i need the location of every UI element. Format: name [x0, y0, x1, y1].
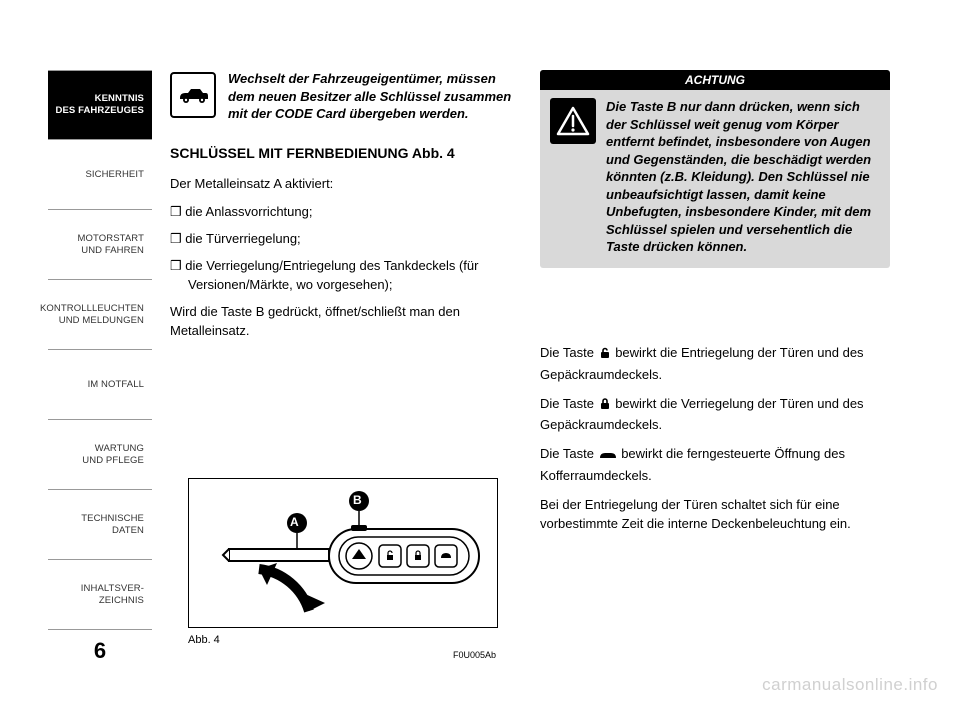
sidebar-item-inhaltsverzeichnis[interactable]: INHALTSVER- ZEICHNIS — [48, 560, 152, 630]
para-4: Bei der Entriegelung der Türen schaltet … — [540, 496, 890, 534]
left-column: Wechselt der Fahrzeugeigentümer, müssen … — [170, 70, 515, 351]
bullet-1: die Anlassvorrichtung; — [170, 203, 515, 222]
warning-triangle-icon — [550, 98, 596, 144]
figure-4: A B Abb. 4 F0U005Ab — [188, 478, 498, 646]
sidebar-label: MOTORSTART UND FAHREN — [78, 233, 144, 257]
warning-box: ACHTUNG Die Taste B nur dann drücken, we… — [540, 70, 890, 268]
warning-title: ACHTUNG — [540, 70, 890, 90]
right-column: ACHTUNG Die Taste B nur dann drücken, we… — [540, 70, 890, 544]
sidebar-item-technische-daten[interactable]: TECHNISCHE DATEN — [48, 490, 152, 560]
car-icon — [170, 72, 216, 118]
owner-change-callout: Wechselt der Fahrzeugeigentümer, müssen … — [170, 70, 515, 123]
figure-code: F0U005Ab — [453, 650, 496, 660]
warning-text: Die Taste B nur dann drücken, wenn sich … — [606, 98, 880, 256]
figure-label-b: B — [353, 493, 362, 507]
p3-pre: Die Taste — [540, 446, 598, 461]
p1-pre: Die Taste — [540, 345, 598, 360]
sidebar-item-wartung[interactable]: WARTUNG UND PFLEGE — [48, 420, 152, 490]
para-unlock: Die Taste bewirkt die Entriegelung der T… — [540, 344, 890, 385]
page-number: 6 — [48, 638, 152, 664]
p2-pre: Die Taste — [540, 396, 598, 411]
sidebar-item-notfall[interactable]: IM NOTFALL — [48, 350, 152, 420]
sidebar-label: SICHERHEIT — [85, 169, 144, 181]
unlock-icon — [598, 346, 612, 366]
after-text: Wird die Taste B gedrückt, öffnet/schlie… — [170, 303, 515, 341]
sidebar-label: IM NOTFALL — [88, 379, 144, 391]
sidebar-item-sicherheit[interactable]: SICHERHEIT — [48, 140, 152, 210]
lock-icon — [598, 397, 612, 417]
trunk-icon — [598, 448, 618, 467]
page: KENNTNIS DES FAHRZEUGES SICHERHEIT MOTOR… — [0, 0, 960, 709]
bullet-2: die Türverriegelung; — [170, 230, 515, 249]
sidebar-label: KONTROLLLEUCHTEN UND MELDUNGEN — [40, 303, 144, 327]
para-trunk: Die Taste bewirkt die ferngesteuerte Öff… — [540, 445, 890, 486]
section-heading: SCHLÜSSEL MIT FERNBEDIENUNG Abb. 4 — [170, 145, 515, 161]
figure-frame: A B — [188, 478, 498, 628]
sidebar-label: KENNTNIS DES FAHRZEUGES — [56, 93, 145, 117]
sidebar-item-kontrollleuchten[interactable]: KONTROLLLEUCHTEN UND MELDUNGEN — [48, 280, 152, 350]
watermark: carmanualsonline.info — [762, 675, 938, 695]
figure-caption: Abb. 4 — [188, 634, 498, 646]
bullet-3: die Verriegelung/Entriegelung des Tankde… — [170, 257, 515, 295]
sidebar-item-motorstart[interactable]: MOTORSTART UND FAHREN — [48, 210, 152, 280]
sidebar-nav: KENNTNIS DES FAHRZEUGES SICHERHEIT MOTOR… — [48, 70, 152, 630]
owner-change-text: Wechselt der Fahrzeugeigentümer, müssen … — [228, 70, 515, 123]
para-lock: Die Taste bewirkt die Verriegelung der T… — [540, 395, 890, 436]
figure-label-a: A — [290, 515, 299, 529]
sidebar-label: TECHNISCHE DATEN — [48, 513, 144, 537]
sidebar-item-kenntnis[interactable]: KENNTNIS DES FAHRZEUGES — [48, 70, 152, 140]
sidebar-label: INHALTSVER- ZEICHNIS — [81, 583, 144, 607]
intro-text: Der Metalleinsatz A aktiviert: — [170, 175, 515, 194]
sidebar-label: WARTUNG UND PFLEGE — [82, 443, 144, 467]
